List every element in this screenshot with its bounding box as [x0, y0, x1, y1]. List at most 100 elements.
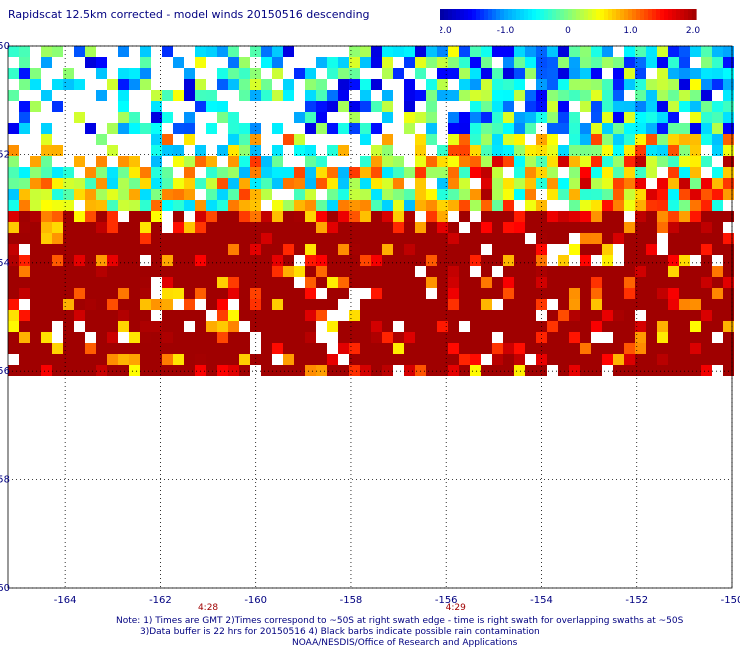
heatmap-cell: [525, 211, 536, 222]
heatmap-cell: [624, 288, 635, 299]
heatmap-cell: [646, 101, 657, 112]
colorbar-segment: [532, 9, 537, 20]
heatmap-cell: [635, 222, 646, 233]
heatmap-cell: [107, 222, 118, 233]
heatmap-cell: [261, 167, 272, 178]
heatmap-cell: [41, 365, 52, 376]
heatmap-cell: [624, 134, 635, 145]
heatmap-cell: [481, 134, 492, 145]
heatmap-cell: [140, 123, 151, 134]
heatmap-cell: [492, 134, 503, 145]
heatmap-cell: [536, 134, 547, 145]
heatmap-cell: [217, 167, 228, 178]
note-line-1: Note: 1) Times are GMT 2)Times correspon…: [116, 616, 684, 626]
heatmap-cell: [74, 354, 85, 365]
heatmap-cell: [701, 266, 712, 277]
heatmap-cell: [173, 354, 184, 365]
heatmap-cell: [657, 145, 668, 156]
heatmap-cell: [74, 211, 85, 222]
heatmap-cell: [503, 156, 514, 167]
heatmap-cell: [481, 288, 492, 299]
time-label: 4:28: [198, 603, 218, 612]
heatmap-cell: [470, 332, 481, 343]
heatmap-cell: [668, 178, 679, 189]
heatmap-cell: [591, 123, 602, 134]
heatmap-cell: [338, 200, 349, 211]
heatmap-cell: [470, 46, 481, 57]
heatmap-cell: [459, 266, 470, 277]
heatmap-cell: [283, 79, 294, 90]
heatmap-cell: [360, 343, 371, 354]
heatmap-cell: [580, 266, 591, 277]
heatmap-cell: [371, 145, 382, 156]
heatmap-cell: [536, 332, 547, 343]
heatmap-cell: [151, 222, 162, 233]
heatmap-cell: [96, 266, 107, 277]
heatmap-cell: [283, 299, 294, 310]
heatmap-cell: [206, 211, 217, 222]
heatmap-cell: [140, 277, 151, 288]
heatmap-cell: [437, 46, 448, 57]
heatmap-cell: [162, 200, 173, 211]
heatmap-cell: [239, 79, 250, 90]
heatmap-cell: [272, 288, 283, 299]
heatmap-cell: [723, 365, 734, 376]
heatmap-cell: [613, 266, 624, 277]
heatmap-cell: [184, 112, 195, 123]
heatmap-cell: [437, 145, 448, 156]
heatmap-cell: [569, 189, 580, 200]
heatmap-cell: [96, 57, 107, 68]
heatmap-cell: [393, 68, 404, 79]
heatmap-cell: [52, 167, 63, 178]
heatmap-cell: [503, 321, 514, 332]
heatmap-cell: [690, 299, 701, 310]
heatmap-cell: [712, 145, 723, 156]
heatmap-cell: [448, 310, 459, 321]
heatmap-cell: [382, 156, 393, 167]
heatmap-cell: [228, 79, 239, 90]
heatmap-cell: [723, 343, 734, 354]
heatmap-cell: [327, 211, 338, 222]
heatmap-cell: [371, 321, 382, 332]
heatmap-cell: [151, 123, 162, 134]
heatmap-cell: [305, 145, 316, 156]
heatmap-cell: [679, 343, 690, 354]
heatmap-cell: [261, 90, 272, 101]
colorbar-segment: [556, 9, 561, 20]
heatmap-cell: [690, 189, 701, 200]
heatmap-cell: [690, 200, 701, 211]
heatmap-cell: [712, 299, 723, 310]
heatmap-cell: [349, 332, 360, 343]
heatmap-cell: [272, 211, 283, 222]
heatmap-cell: [217, 266, 228, 277]
heatmap-cell: [228, 277, 239, 288]
heatmap-cell: [635, 233, 646, 244]
heatmap-cell: [459, 79, 470, 90]
heatmap-cell: [52, 233, 63, 244]
heatmap-cell: [41, 46, 52, 57]
heatmap-cell: [52, 101, 63, 112]
heatmap-cell: [470, 90, 481, 101]
heatmap-cell: [327, 321, 338, 332]
heatmap-cell: [712, 321, 723, 332]
heatmap-cell: [283, 233, 294, 244]
heatmap-cell: [690, 266, 701, 277]
heatmap-cell: [547, 178, 558, 189]
heatmap-cell: [250, 266, 261, 277]
heatmap-cell: [206, 299, 217, 310]
heatmap-cell: [41, 145, 52, 156]
heatmap-cell: [349, 178, 360, 189]
heatmap-cell: [536, 178, 547, 189]
heatmap-cell: [41, 277, 52, 288]
heatmap-cell: [371, 310, 382, 321]
heatmap-cell: [184, 156, 195, 167]
heatmap-cell: [547, 233, 558, 244]
heatmap-cell: [723, 123, 734, 134]
heatmap-cell: [448, 354, 459, 365]
heatmap-cell: [701, 277, 712, 288]
heatmap-cell: [503, 288, 514, 299]
heatmap-cell: [558, 354, 569, 365]
heatmap-cell: [52, 46, 63, 57]
heatmap-cell: [184, 310, 195, 321]
heatmap-cell: [426, 189, 437, 200]
